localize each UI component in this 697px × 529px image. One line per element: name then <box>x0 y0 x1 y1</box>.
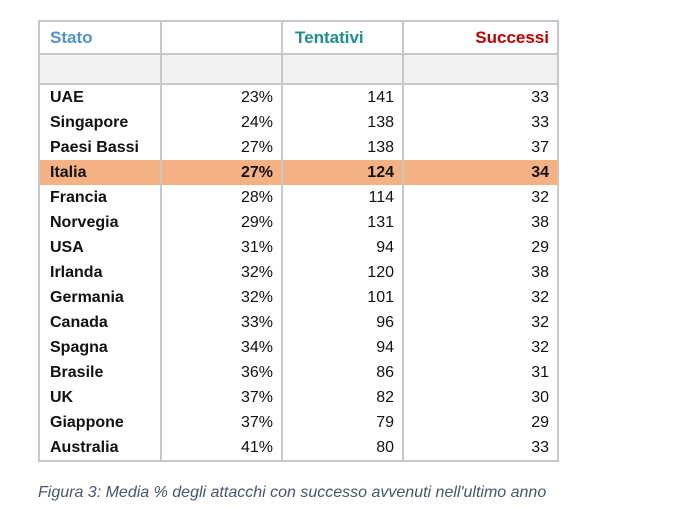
header-stato: Stato <box>38 20 162 55</box>
header-pct <box>160 20 283 55</box>
country-cell: Italia <box>38 160 162 185</box>
country-cell: Brasile <box>38 360 162 385</box>
success-cell: 29 <box>402 235 559 260</box>
percent-cell: 27% <box>160 160 283 185</box>
attempts-cell: 82 <box>281 385 404 410</box>
attempts-cell: 86 <box>281 360 404 385</box>
attempts-cell: 94 <box>281 235 404 260</box>
table-row: UAE 23% 141 33 <box>38 83 559 110</box>
table-row: Germania 32% 101 32 <box>38 285 559 310</box>
success-cell: 33 <box>402 110 559 135</box>
success-cell: 29 <box>402 410 559 435</box>
country-cell: Germania <box>38 285 162 310</box>
success-cell: 30 <box>402 385 559 410</box>
attempts-cell: 124 <box>281 160 404 185</box>
table-header-row: Stato Tentativi Successi <box>38 20 559 55</box>
attempts-cell: 131 <box>281 210 404 235</box>
table-body: Stato Tentativi Successi UAE 23% 141 33 Sing… <box>38 20 559 462</box>
attempts-cell: 138 <box>281 110 404 135</box>
blank-cell <box>38 53 162 85</box>
attack-stats-table: Stato Tentativi Successi UAE 23% 141 33 Sing… <box>38 20 559 462</box>
table-row: Singapore 24% 138 33 <box>38 110 559 135</box>
attempts-cell: 114 <box>281 185 404 210</box>
country-cell: UAE <box>38 83 162 110</box>
attempts-cell: 120 <box>281 260 404 285</box>
blank-cell <box>402 53 559 85</box>
percent-cell: 41% <box>160 435 283 462</box>
success-cell: 31 <box>402 360 559 385</box>
table-row: Giappone 37% 79 29 <box>38 410 559 435</box>
blank-cell <box>160 53 283 85</box>
country-cell: UK <box>38 385 162 410</box>
country-cell: Spagna <box>38 335 162 360</box>
attempts-cell: 79 <box>281 410 404 435</box>
table-blank-row <box>38 53 559 85</box>
country-cell: Singapore <box>38 110 162 135</box>
success-cell: 33 <box>402 83 559 110</box>
percent-cell: 27% <box>160 135 283 160</box>
table-row: Italia 27% 124 34 <box>38 160 559 185</box>
country-cell: Irlanda <box>38 260 162 285</box>
success-cell: 32 <box>402 285 559 310</box>
country-cell: Norvegia <box>38 210 162 235</box>
attempts-cell: 138 <box>281 135 404 160</box>
percent-cell: 24% <box>160 110 283 135</box>
percent-cell: 36% <box>160 360 283 385</box>
success-cell: 32 <box>402 335 559 360</box>
percent-cell: 37% <box>160 410 283 435</box>
country-cell: Canada <box>38 310 162 335</box>
header-successi: Successi <box>402 20 559 55</box>
table-row: Norvegia 29% 131 38 <box>38 210 559 235</box>
percent-cell: 32% <box>160 260 283 285</box>
country-cell: Australia <box>38 435 162 462</box>
percent-cell: 32% <box>160 285 283 310</box>
success-cell: 32 <box>402 185 559 210</box>
success-cell: 32 <box>402 310 559 335</box>
table-row: Australia 41% 80 33 <box>38 435 559 462</box>
success-cell: 34 <box>402 160 559 185</box>
attempts-cell: 94 <box>281 335 404 360</box>
table-row: Canada 33% 96 32 <box>38 310 559 335</box>
country-cell: Francia <box>38 185 162 210</box>
attempts-cell: 96 <box>281 310 404 335</box>
table-row: Francia 28% 114 32 <box>38 185 559 210</box>
success-cell: 38 <box>402 210 559 235</box>
percent-cell: 28% <box>160 185 283 210</box>
table-row: Irlanda 32% 120 38 <box>38 260 559 285</box>
success-cell: 33 <box>402 435 559 462</box>
percent-cell: 33% <box>160 310 283 335</box>
attempts-cell: 101 <box>281 285 404 310</box>
blank-cell <box>281 53 404 85</box>
percent-cell: 31% <box>160 235 283 260</box>
table-row: Brasile 36% 86 31 <box>38 360 559 385</box>
success-cell: 38 <box>402 260 559 285</box>
figure-caption: Figura 3: Media % degli attacchi con suc… <box>38 484 547 501</box>
percent-cell: 23% <box>160 83 283 110</box>
country-cell: USA <box>38 235 162 260</box>
success-cell: 37 <box>402 135 559 160</box>
percent-cell: 34% <box>160 335 283 360</box>
table-row: Spagna 34% 94 32 <box>38 335 559 360</box>
country-cell: Giappone <box>38 410 162 435</box>
table-row: Paesi Bassi 27% 138 37 <box>38 135 559 160</box>
table-row: USA 31% 94 29 <box>38 235 559 260</box>
percent-cell: 29% <box>160 210 283 235</box>
country-cell: Paesi Bassi <box>38 135 162 160</box>
table-row: UK 37% 82 30 <box>38 385 559 410</box>
header-tentativi: Tentativi <box>281 20 404 55</box>
attempts-cell: 141 <box>281 83 404 110</box>
attempts-cell: 80 <box>281 435 404 462</box>
percent-cell: 37% <box>160 385 283 410</box>
